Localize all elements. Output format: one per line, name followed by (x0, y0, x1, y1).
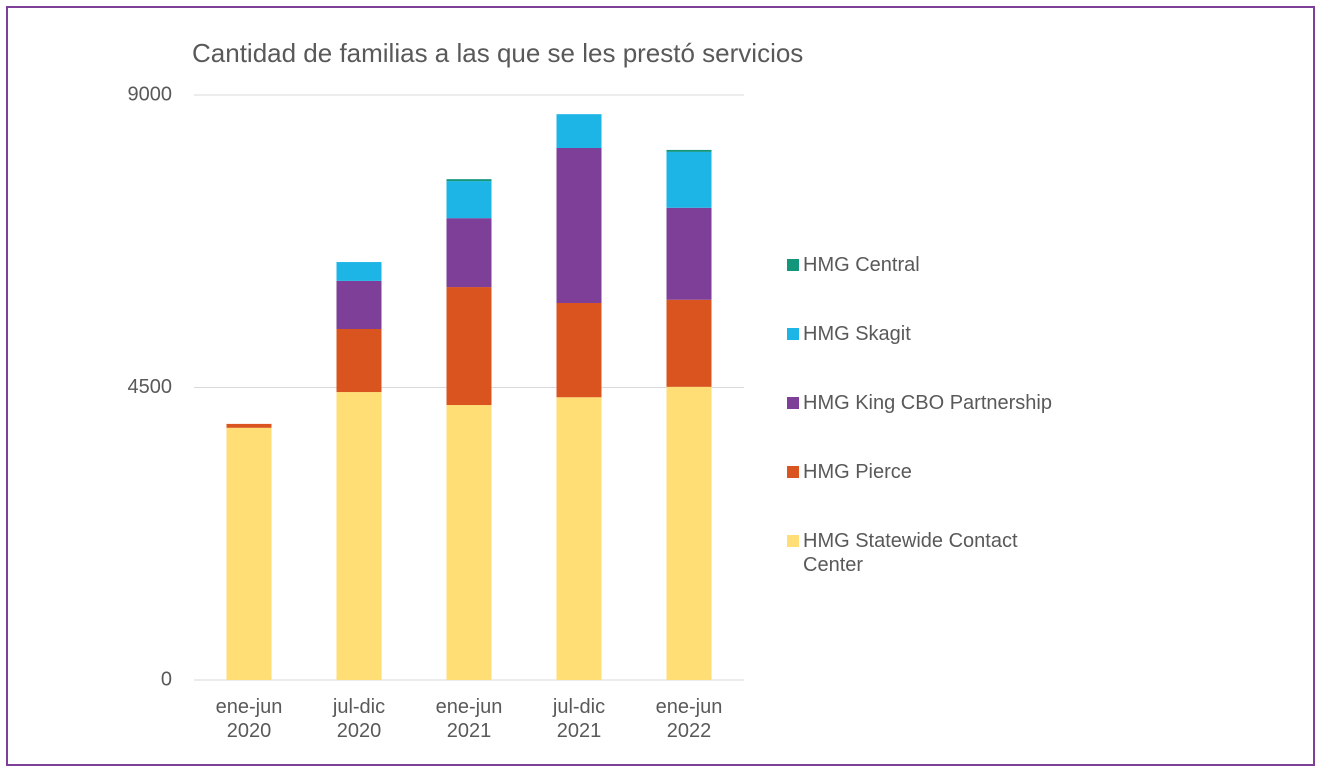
bar-segment (336, 262, 382, 281)
y-tick-label: 0 (161, 668, 172, 690)
bar-segment (556, 303, 602, 398)
bar-segment (446, 405, 492, 680)
bar-segment (556, 397, 602, 680)
bar-segment (666, 386, 712, 680)
bar-segment (226, 423, 272, 428)
legend-label: HMG King CBO Partnership (803, 392, 1052, 414)
y-tick-label: 4500 (128, 376, 173, 398)
bar-segment (666, 149, 712, 152)
bar-segment (446, 181, 492, 219)
bar-segment (336, 392, 382, 680)
bar-segment (666, 299, 712, 387)
legend-label: HMG Skagit (803, 323, 911, 345)
y-tick-label: 9000 (128, 83, 173, 105)
legend-swatch (787, 397, 799, 409)
legend-label: HMG Pierce (803, 461, 912, 483)
bar-segment (556, 114, 602, 148)
bar-segment (446, 218, 492, 288)
x-tick-label: ene-jun 2020 (215, 696, 283, 742)
legend-swatch (787, 466, 799, 478)
legend-swatch (787, 259, 799, 271)
x-tick-label: jul-dic 2021 (552, 696, 606, 742)
bar-segment (666, 207, 712, 300)
bar-segment (556, 147, 602, 303)
legend-label: HMG Central (803, 254, 920, 276)
legend-swatch (787, 328, 799, 340)
legend-label: HMG Statewide Contact Center (803, 530, 1018, 576)
x-tick-label: ene-jun 2021 (435, 696, 503, 742)
bar-segment (226, 427, 272, 680)
x-tick-label: jul-dic 2020 (332, 696, 386, 742)
legend-swatch (787, 535, 799, 547)
chart-title: Cantidad de familias a las que se les pr… (192, 38, 803, 68)
bar-segment (336, 329, 382, 393)
x-tick-label: ene-jun 2022 (655, 696, 723, 742)
bar-segment (446, 287, 492, 406)
bar-segment (446, 179, 492, 182)
bar-segment (336, 280, 382, 329)
bar-segment (666, 151, 712, 208)
